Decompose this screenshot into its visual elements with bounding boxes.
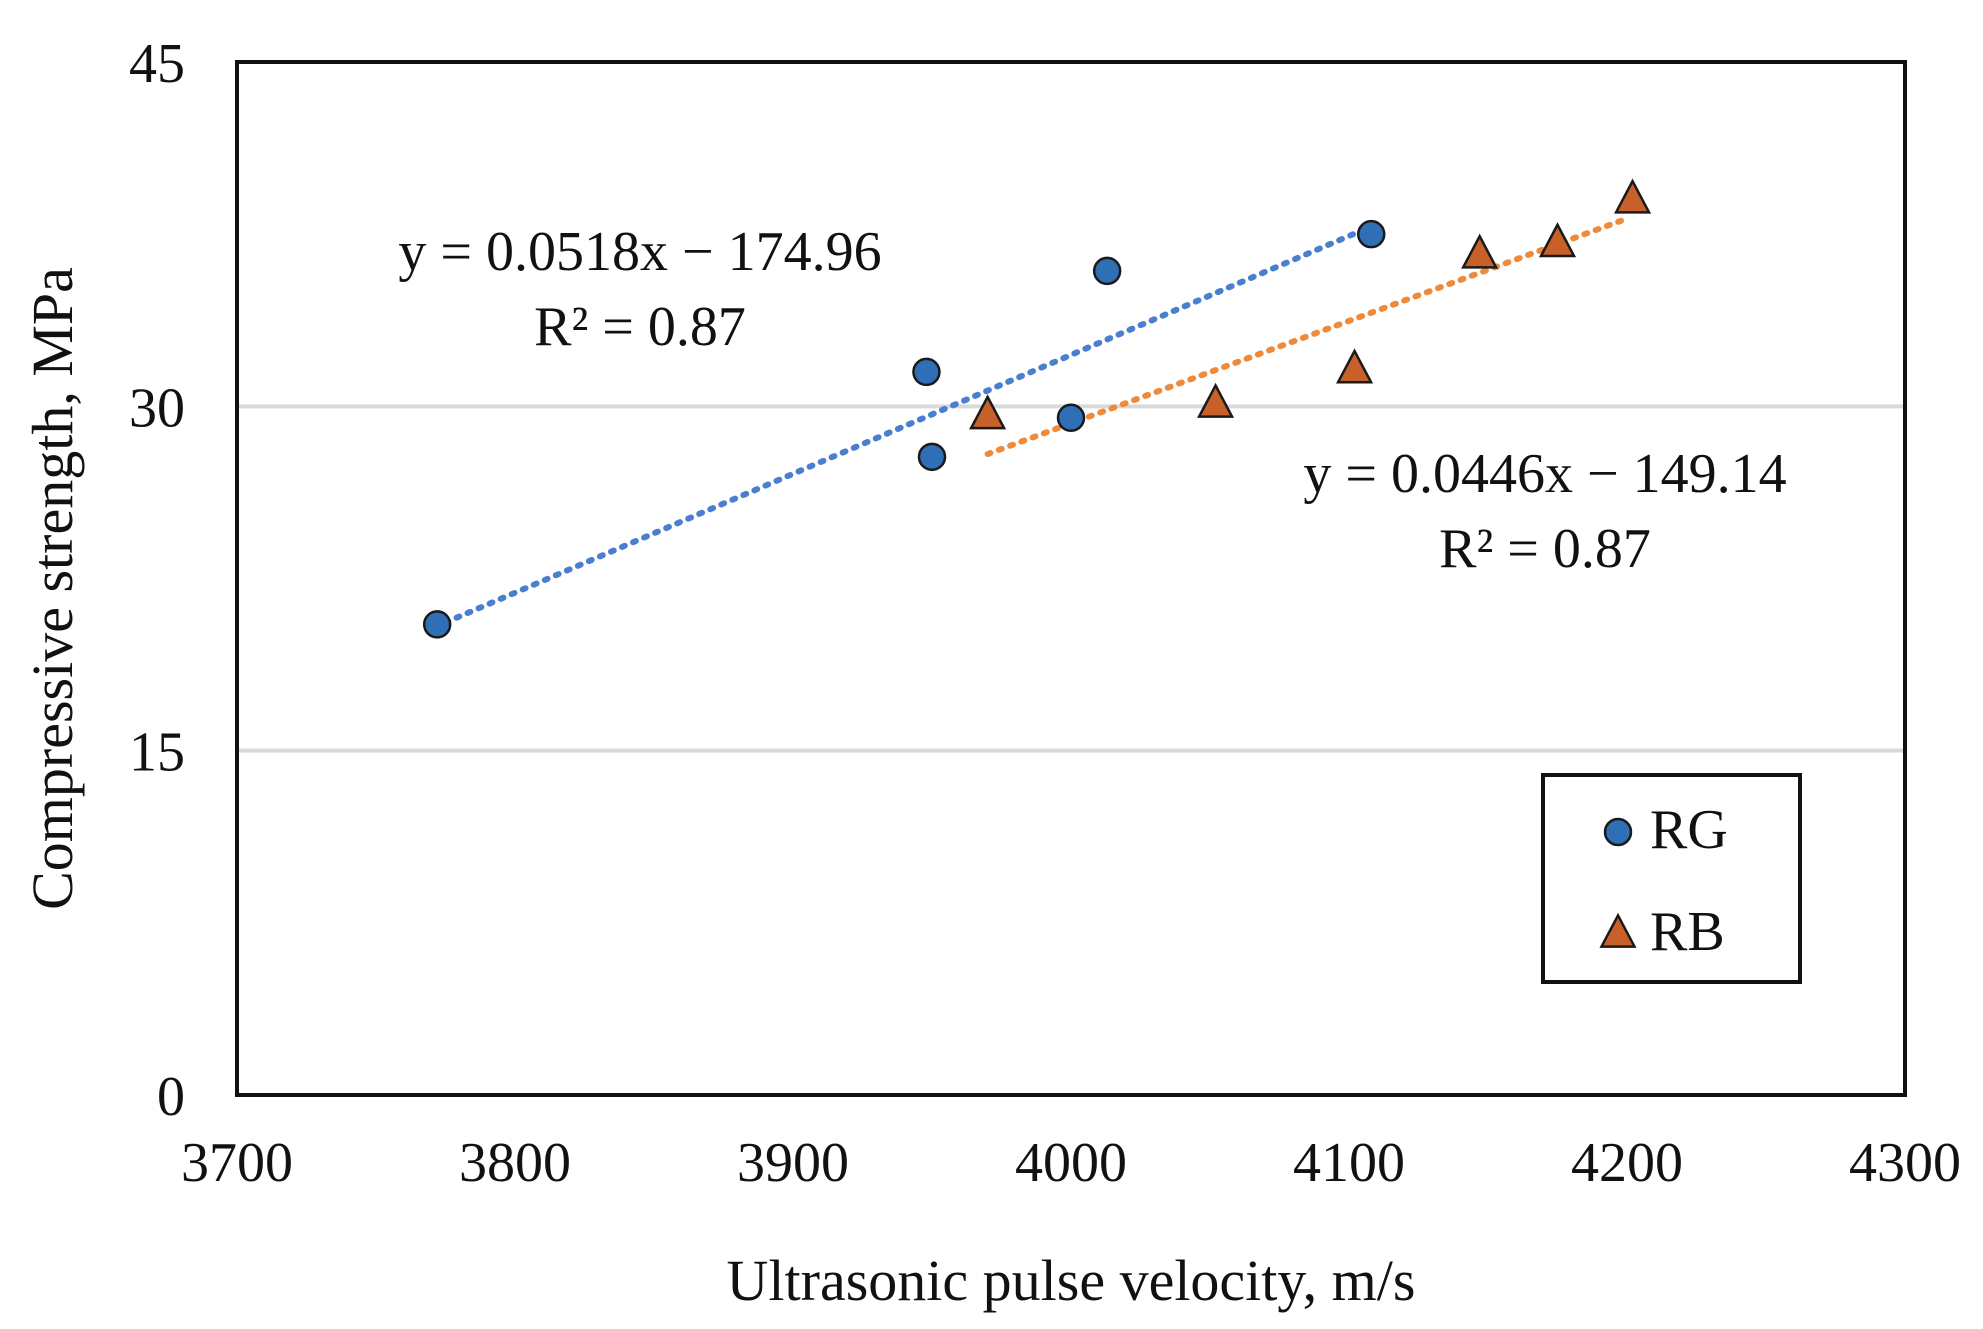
rb-trendline-equation: y = 0.0446x − 149.14: [1303, 443, 1786, 505]
trendline-rg: [442, 227, 1366, 626]
legend-rg-marker: [1603, 817, 1633, 847]
data-point-rg: [917, 442, 947, 472]
data-point-rg: [1056, 403, 1086, 433]
x-tick-label-4200: 4200: [1571, 1132, 1683, 1194]
data-point-rb: [969, 394, 1007, 430]
x-tick-label-4300: 4300: [1849, 1132, 1961, 1194]
data-point-rb: [1538, 222, 1577, 258]
legend-rb-triangle: [1599, 912, 1637, 948]
rb-trendline-r2: R² = 0.87: [1439, 518, 1651, 580]
x-tick-label-4100: 4100: [1293, 1132, 1405, 1194]
data-point-rb: [1196, 382, 1235, 418]
plot-area-frame: [235, 60, 1907, 1097]
data-point-rg: [912, 357, 941, 387]
x-tick-label-3700: 3700: [181, 1132, 293, 1194]
legend-rg-label: RG: [1650, 799, 1728, 861]
trendline-rb: [984, 215, 1630, 458]
data-point-rg: [422, 610, 452, 639]
x-tick-label-3900: 3900: [737, 1132, 849, 1194]
x-axis-label: Ultrasonic pulse velocity, m/s: [727, 1248, 1416, 1313]
data-point-rb: [1335, 348, 1374, 384]
data-point-rg: [1092, 256, 1122, 286]
y-tick-label-45: 45: [129, 33, 185, 95]
y-axis-label: Compressive strength, MPa: [20, 267, 85, 910]
legend: RG RB: [1541, 773, 1802, 984]
data-point-rb: [1461, 233, 1499, 269]
y-tick-label-0: 0: [157, 1066, 185, 1128]
tick-labels: 3700 3800 3900 4000 4100 4200 4300 0 15 30 45: [129, 33, 1961, 1194]
x-tick-label-4000: 4000: [1015, 1132, 1127, 1194]
data-point-rb: [1613, 178, 1652, 214]
rg-trendline-equation: y = 0.0518x − 174.96: [398, 221, 881, 283]
legend-rb-label: RB: [1650, 901, 1725, 963]
legend-rg-circle: [1603, 817, 1633, 847]
rg-trendline-r2: R² = 0.87: [534, 296, 746, 358]
data-points: [422, 178, 1652, 639]
y-tick-label-15: 15: [129, 722, 185, 784]
x-tick-label-3800: 3800: [459, 1132, 571, 1194]
y-tick-label-30: 30: [129, 377, 185, 439]
legend-rb-marker: [1599, 912, 1637, 948]
trendlines: [442, 215, 1630, 626]
legend-box: [1541, 773, 1802, 984]
data-point-rg: [1356, 219, 1386, 249]
